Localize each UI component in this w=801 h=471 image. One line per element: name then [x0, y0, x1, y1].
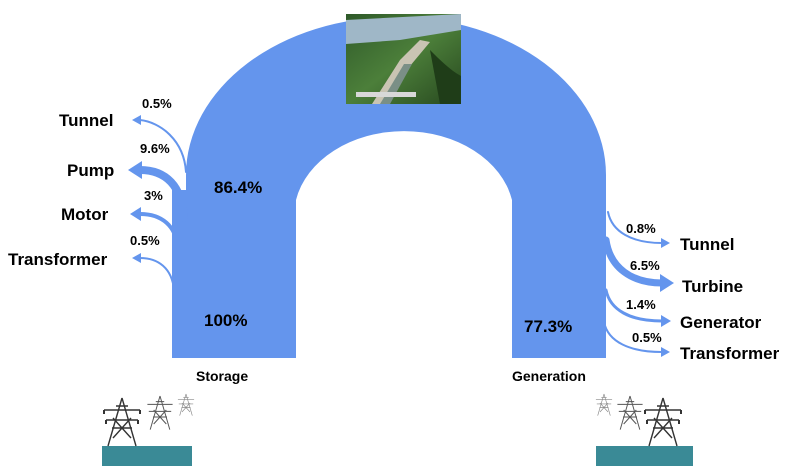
generation-loss-generator-pct: 1.4% [626, 297, 656, 312]
storage-arch-percent: 86.4% [214, 178, 262, 197]
loss-arrow-gen-tunnel [607, 211, 663, 244]
loss-arrow-transformer [139, 257, 175, 291]
storage-loss-transformer-pct: 0.5% [130, 233, 160, 248]
storage-ground-bar [102, 446, 192, 466]
generation-loss-tunnel-pct: 0.8% [626, 221, 656, 236]
storage-loss-arrows [136, 119, 188, 291]
generation-loss-turbine-name: Turbine [682, 277, 743, 296]
generation-arrowheads [660, 238, 674, 357]
storage-input-band [172, 190, 296, 358]
storage-loss-motor-pct: 3% [144, 188, 163, 203]
generation-power-towers [595, 393, 682, 447]
generation-label: Generation [512, 368, 586, 384]
storage-loss-tunnel-name: Tunnel [59, 111, 113, 130]
loss-arrow-gen-transformer [603, 321, 663, 353]
storage-arrowheads [128, 115, 142, 263]
storage-loss-tunnel-pct: 0.5% [142, 96, 172, 111]
power-tower-icon [147, 395, 173, 430]
storage-loss-pump-name: Pump [67, 161, 114, 180]
power-tower-icon [617, 395, 643, 430]
power-tower-icon [177, 393, 195, 416]
generation-loss-transformer-name: Transformer [680, 344, 780, 363]
storage-loss-motor-name: Motor [61, 205, 109, 224]
storage-label: Storage [196, 368, 248, 384]
loss-arrow-turbine [602, 236, 666, 287]
generation-ground-bar [596, 446, 693, 466]
storage-loss-pump-pct: 9.6% [140, 141, 170, 156]
loss-arrow-motor [138, 212, 180, 250]
storage-power-towers [103, 393, 195, 447]
generation-loss-tunnel-name: Tunnel [680, 235, 734, 254]
loss-arrow-tunnel [139, 119, 187, 173]
generation-loss-transformer-pct: 0.5% [632, 330, 662, 345]
main-arch-flow [186, 17, 606, 358]
generation-loss-generator-name: Generator [680, 313, 762, 332]
power-tower-icon [595, 393, 613, 416]
power-tower-icon [103, 397, 141, 447]
loss-arrow-pump [136, 166, 188, 222]
loss-arrow-generator [604, 288, 664, 323]
hydro-plant-photo [346, 14, 461, 104]
storage-input-percent: 100% [204, 311, 247, 330]
storage-loss-transformer-name: Transformer [8, 250, 108, 269]
power-tower-icon [644, 397, 682, 447]
generation-loss-arrows [602, 211, 666, 353]
generation-output-percent: 77.3% [524, 317, 572, 336]
generation-loss-turbine-pct: 6.5% [630, 258, 660, 273]
